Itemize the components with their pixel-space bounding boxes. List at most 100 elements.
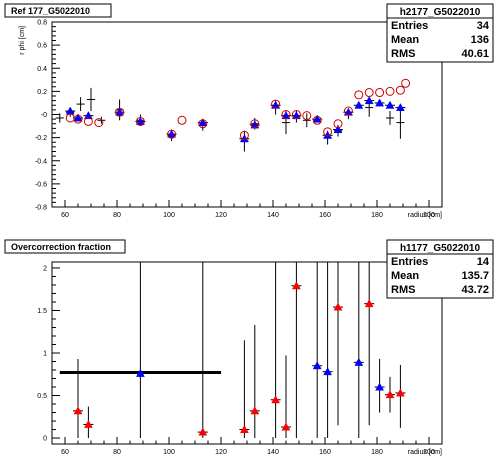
bottom-triangle-marker xyxy=(135,368,145,377)
top-y-tick-label: -0.2 xyxy=(35,135,47,142)
top-y-tick-labels: -0.8 -0.6 -0.4 -0.2 -0 0.2 0.4 0.6 0.8 xyxy=(35,20,47,212)
top-triangle-marker xyxy=(135,116,145,125)
top-circle-marker xyxy=(385,86,395,96)
bottom-x-axis-title: radius [cm] xyxy=(408,449,442,456)
bottom-triangle-marker xyxy=(250,406,260,415)
bottom-triangle-marker xyxy=(291,281,301,290)
top-triangle-marker xyxy=(323,130,333,139)
top-stats-mean-label: Mean xyxy=(391,34,419,46)
top-x-tick-label: 60 xyxy=(61,212,69,219)
bottom-x-tick-labels: 60 80 100 120 140 160 180 200 xyxy=(61,449,435,456)
top-stats-mean-value: 136 xyxy=(471,34,489,46)
top-circle-marker xyxy=(302,111,312,121)
bottom-x-tick-label: 180 xyxy=(371,449,383,456)
bottom-y-tick-label: 2 xyxy=(43,265,47,272)
bottom-triangle-marker xyxy=(354,357,364,366)
top-x-tick-label: 160 xyxy=(319,212,331,219)
top-triangle-marker xyxy=(375,98,385,107)
bottom-triangle-marker xyxy=(312,361,322,370)
top-circle-marker xyxy=(198,119,208,129)
bottom-x-tick-label: 200 xyxy=(423,449,435,456)
top-circle-marker xyxy=(401,78,411,88)
bottom-triangle-marker xyxy=(198,427,208,436)
top-circle-marker xyxy=(354,90,364,100)
bottom-triangle-marker xyxy=(281,422,291,431)
top-triangle-marker xyxy=(333,125,343,133)
top-y-tick-label: -0.6 xyxy=(35,181,47,188)
bottom-triangle-marker xyxy=(333,302,343,311)
top-circle-marker xyxy=(333,119,343,129)
top-circle-marker xyxy=(115,107,125,117)
top-circle-marker xyxy=(73,114,83,124)
bottom-stats-box: h1177_G5022010 Entries 14 Mean 135.7 RMS… xyxy=(386,239,494,299)
top-x-tick-label: 180 xyxy=(371,212,383,219)
bottom-triangle-marker xyxy=(323,367,333,376)
bottom-triangle-marker xyxy=(385,390,395,399)
bottom-data-marks xyxy=(59,262,406,439)
top-circle-marker xyxy=(395,85,405,95)
top-x-tick-label: 120 xyxy=(215,212,227,219)
top-y-tick-label: 0.8 xyxy=(37,20,47,27)
top-x-tick-label: 200 xyxy=(423,212,435,219)
bottom-y-tick-label: 1.5 xyxy=(37,308,47,315)
top-circle-marker xyxy=(177,115,187,125)
top-stats-entries-label: Entries xyxy=(391,20,428,32)
top-circle-marker xyxy=(135,116,145,126)
top-title-box xyxy=(4,3,112,18)
bottom-chart-title: Overcorrection fraction xyxy=(11,242,111,252)
top-triangle-marker xyxy=(239,134,249,143)
top-circle-marker xyxy=(271,99,281,109)
bottom-y-tick-label: 0 xyxy=(43,436,47,443)
bottom-x-tick-label: 100 xyxy=(163,449,175,456)
top-triangle-marker xyxy=(73,113,83,122)
bottom-stats-entries-label: Entries xyxy=(391,256,428,268)
top-stats-entries-value: 34 xyxy=(477,20,490,32)
bottom-y-tick-labels: 0 0.5 1 1.5 2 xyxy=(37,265,47,442)
top-x-tick-labels: 60 80 100 120 140 160 180 200 xyxy=(61,212,435,219)
top-y-tick-label: -0.8 xyxy=(35,205,47,212)
bottom-x-tick-label: 140 xyxy=(267,449,279,456)
top-x-axis-title: radius [cm] xyxy=(408,212,442,219)
top-circle-marker xyxy=(167,129,177,139)
top-circle-marker xyxy=(250,119,260,129)
top-triangle-marker xyxy=(83,111,93,120)
top-triangle-marker xyxy=(395,103,405,112)
top-circle-marker xyxy=(364,88,374,98)
top-stats-rms-value: 40.61 xyxy=(461,48,489,60)
bottom-x-tick-label: 60 xyxy=(61,449,69,456)
top-y-tick-label: 0.4 xyxy=(37,66,47,73)
top-x-tick-label: 140 xyxy=(267,212,279,219)
bottom-triangle-marker xyxy=(239,425,249,433)
top-triangle-marker xyxy=(198,118,208,127)
bottom-stats-frame xyxy=(386,239,494,299)
top-triangle-marker xyxy=(115,107,125,116)
top-y-tick-label: -0 xyxy=(41,112,47,119)
bottom-title-box xyxy=(4,239,126,254)
top-triangle-marker xyxy=(312,114,322,123)
bottom-triangle-marker xyxy=(83,419,93,428)
top-triangle-marker xyxy=(385,100,395,109)
top-stats-name: h2177_G5022010 xyxy=(400,7,481,18)
bottom-x-tick-label: 160 xyxy=(319,449,331,456)
top-triangle-marker xyxy=(364,96,374,105)
top-triangle-marker xyxy=(167,129,177,138)
bottom-y-tick-label: 0.5 xyxy=(37,393,47,400)
top-circle-marker xyxy=(281,110,291,119)
top-data-marks xyxy=(55,78,411,152)
top-x-tick-label: 100 xyxy=(163,212,175,219)
bottom-stats-mean-label: Mean xyxy=(391,270,419,282)
top-circle-marker xyxy=(83,116,93,126)
top-panel: Ref 177_G5022010 r phi [cm] radius [cm] … xyxy=(4,3,494,219)
top-stats-box: h2177_G5022010 Entries 34 Mean 136 RMS 4… xyxy=(386,3,494,63)
bottom-triangle-marker xyxy=(73,406,83,415)
bottom-triangle-marker xyxy=(364,299,374,308)
top-stats-frame xyxy=(386,3,494,63)
top-circle-marker xyxy=(291,110,301,119)
top-circle-marker xyxy=(94,118,104,128)
bottom-stats-rms-value: 43.72 xyxy=(461,284,489,296)
top-circle-marker xyxy=(312,115,322,125)
top-axis-ticks xyxy=(51,21,443,207)
bottom-y-tick-label: 1 xyxy=(43,351,47,358)
top-chart-title: Ref 177_G5022010 xyxy=(11,6,90,16)
